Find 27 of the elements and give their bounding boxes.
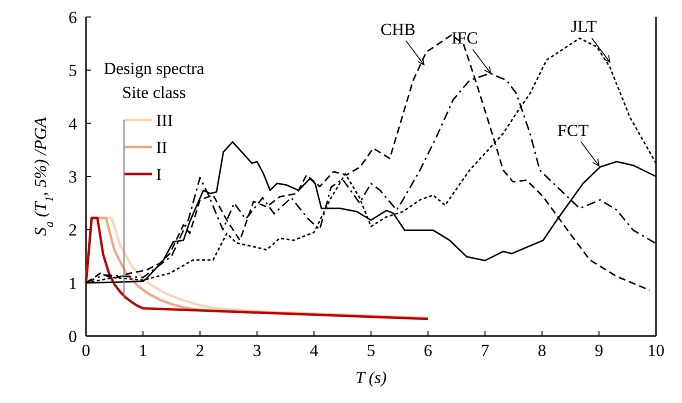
- x-tick-label: 1: [138, 341, 148, 360]
- annotation: IFC: [451, 28, 478, 48]
- y-tick-label: 5: [68, 61, 77, 80]
- y-tick-label: 0: [68, 327, 77, 346]
- legend-label: III: [156, 111, 174, 130]
- legend-label: II: [156, 138, 168, 157]
- x-axis-title: T (s): [355, 368, 387, 387]
- y-tick-label: 3: [68, 168, 77, 186]
- x-tick-label: 8: [538, 341, 546, 360]
- x-tick-label: 0: [82, 341, 90, 360]
- x-tick-label: 2: [196, 341, 204, 360]
- annotation: JLT: [570, 17, 598, 36]
- x-tick-label: 10: [648, 341, 664, 360]
- y-tick-label: 1: [68, 274, 77, 293]
- annotation: CHB: [380, 20, 416, 39]
- x-tick-label: 9: [594, 341, 604, 360]
- y-tick-label: 6: [68, 8, 77, 27]
- y-tick-label: 2: [68, 220, 77, 240]
- x-tick-label: 3: [252, 341, 262, 360]
- x-tick-label: 6: [424, 341, 432, 360]
- x-tick-label: 7: [480, 341, 490, 360]
- x-tick-label: 5: [366, 341, 376, 360]
- legend-title: Design spectra Site class: [104, 59, 205, 102]
- x-tick-label: 4: [310, 341, 319, 360]
- y-tick-label: 4: [68, 114, 78, 134]
- annotation: FCT: [557, 120, 590, 140]
- legend-label: I: [156, 165, 162, 184]
